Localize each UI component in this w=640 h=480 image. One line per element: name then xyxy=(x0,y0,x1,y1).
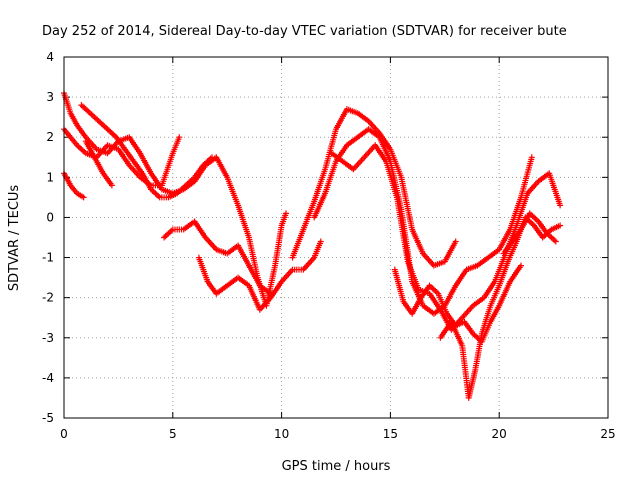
y-tick-label: -5 xyxy=(42,411,54,425)
y-tick-label: 3 xyxy=(46,90,54,104)
data-markers xyxy=(61,90,564,401)
series-arc-13 xyxy=(500,210,559,257)
y-tick-label: -2 xyxy=(42,291,54,305)
data-point-markers xyxy=(78,102,215,201)
data-point-markers xyxy=(82,138,115,189)
x-tick-label: 25 xyxy=(600,427,615,441)
y-tick-label: 4 xyxy=(46,50,54,64)
plot-frame xyxy=(63,56,609,419)
grid xyxy=(64,57,608,418)
y-tick-label: -4 xyxy=(42,371,54,385)
series-arc-7 xyxy=(195,238,324,313)
y-tick-label: 2 xyxy=(46,130,54,144)
series-arc-8 xyxy=(289,106,459,269)
series-arc-2 xyxy=(61,126,183,189)
axis-ticks: 0 5 10 15 20 25 -5 -4 -3 -2 -1 0 1 2 3 4 xyxy=(42,50,616,441)
x-tick-label: 10 xyxy=(274,427,289,441)
y-tick-label: 0 xyxy=(46,210,54,224)
data-point-markers xyxy=(311,126,535,317)
y-tick-label: -1 xyxy=(42,251,54,265)
x-axis-label: GPS time / hours xyxy=(282,459,391,474)
series-arc-5 xyxy=(82,138,115,189)
y-tick-label: -3 xyxy=(42,331,54,345)
x-tick-label: 5 xyxy=(169,427,177,441)
x-tick-label: 15 xyxy=(383,427,398,441)
series-arc-6 xyxy=(161,218,274,297)
series-arc-3 xyxy=(61,170,87,201)
data-point-markers xyxy=(437,214,564,401)
data-point-markers xyxy=(61,170,87,201)
data-point-markers xyxy=(61,126,183,189)
series-arc-9 xyxy=(311,126,535,317)
series-arc-12 xyxy=(437,214,564,401)
y-axis-label: SDTVAR / TECUs xyxy=(7,185,22,292)
chart-title: Day 252 of 2014, Sidereal Day-to-day VTE… xyxy=(42,24,567,39)
data-point-markers xyxy=(161,218,274,297)
data-point-markers xyxy=(195,238,324,313)
x-tick-label: 20 xyxy=(492,427,507,441)
data-point-markers xyxy=(500,210,559,257)
series-arc-4 xyxy=(78,102,215,201)
data-point-markers xyxy=(289,106,459,269)
x-tick-label: 0 xyxy=(60,427,68,441)
y-tick-label: 1 xyxy=(46,170,54,184)
